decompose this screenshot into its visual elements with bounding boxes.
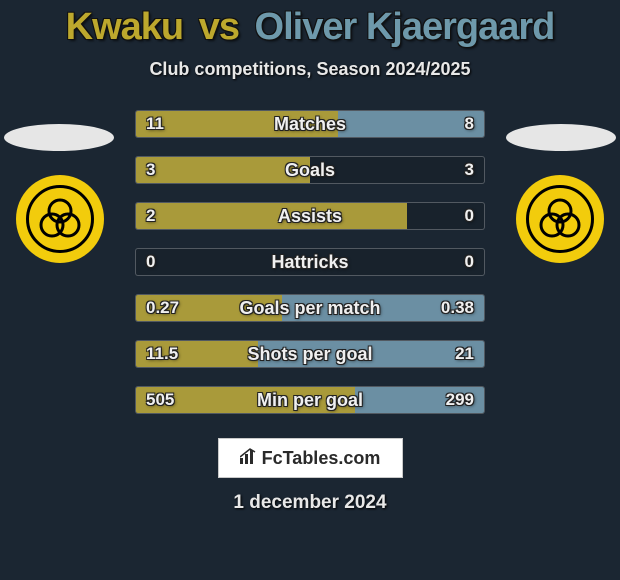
stat-label: Assists (136, 203, 484, 229)
player-right-name: Oliver Kjaergaard (255, 6, 555, 48)
stat-label: Goals per match (136, 295, 484, 321)
stat-label: Goals (136, 157, 484, 183)
title-vs: vs (199, 6, 239, 48)
stats-container: 118Matches 33Goals 20Assists 00Hattricks 0.2… (0, 110, 620, 414)
stat-row: 33Goals (135, 156, 485, 184)
stat-row: 0.270.38Goals per match (135, 294, 485, 322)
comparison-title: Kwaku vs Oliver Kjaergaard (0, 0, 620, 49)
club-badge-left (16, 175, 104, 263)
chart-icon (240, 448, 258, 469)
club-badge-right (516, 175, 604, 263)
date-label: 1 december 2024 (0, 492, 620, 514)
stat-row: 505299Min per goal (135, 386, 485, 414)
stat-row: 11.521Shots per goal (135, 340, 485, 368)
stat-row: 00Hattricks (135, 248, 485, 276)
stat-row: 20Assists (135, 202, 485, 230)
stat-row: 118Matches (135, 110, 485, 138)
stat-label: Min per goal (136, 387, 484, 413)
player-right-photo-placeholder (506, 124, 616, 151)
player-left-name: Kwaku (66, 6, 183, 48)
stat-label: Hattricks (136, 249, 484, 275)
stat-label: Shots per goal (136, 341, 484, 367)
fctables-label: FcTables.com (262, 448, 381, 469)
fctables-watermark: FcTables.com (218, 438, 403, 478)
stat-label: Matches (136, 111, 484, 137)
player-left-photo-placeholder (4, 124, 114, 151)
subtitle: Club competitions, Season 2024/2025 (0, 59, 620, 80)
